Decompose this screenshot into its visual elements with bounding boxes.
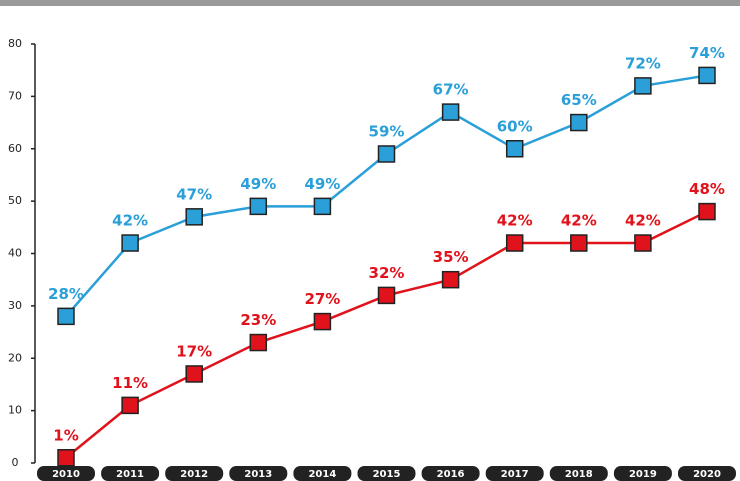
x-tick-label: 2019 — [629, 469, 657, 480]
value-label: 59% — [369, 122, 405, 140]
value-label: 42% — [561, 212, 597, 230]
category-pill — [229, 466, 288, 481]
y-tick-label: 20 — [8, 351, 22, 364]
value-label: 17% — [176, 342, 212, 360]
value-label: 74% — [689, 44, 725, 62]
x-tick-label: 2017 — [501, 469, 529, 480]
y-tick-label: 70 — [8, 89, 22, 102]
marker — [185, 365, 203, 383]
y-tick-label: 30 — [8, 299, 22, 312]
value-label: 47% — [176, 185, 212, 203]
value-label: 65% — [561, 91, 597, 109]
marker — [377, 286, 396, 305]
marker — [121, 234, 139, 252]
category-pill — [37, 466, 95, 481]
x-tick-label: 2013 — [244, 469, 272, 480]
series-line — [65, 210, 708, 459]
category-pill — [549, 466, 608, 481]
marker — [570, 234, 588, 252]
marker — [634, 234, 652, 252]
value-label: 23% — [240, 311, 276, 329]
marker — [441, 270, 460, 289]
marker — [121, 396, 139, 415]
category-pill — [678, 466, 736, 481]
category-pill — [421, 466, 480, 481]
y-tick-label: 40 — [8, 247, 22, 260]
marker — [441, 103, 460, 121]
value-label: 49% — [240, 175, 276, 193]
marker — [57, 307, 75, 326]
category-pill — [357, 466, 416, 481]
x-tick-label: 2012 — [180, 469, 208, 480]
y-tick-label: 10 — [8, 404, 22, 417]
marker — [634, 77, 652, 95]
marker — [377, 145, 396, 163]
category-pill — [613, 466, 672, 481]
category-pill — [293, 466, 352, 481]
y-tick-label: 50 — [8, 194, 22, 207]
value-label: 35% — [433, 248, 469, 266]
value-label: 28% — [48, 285, 84, 303]
x-tick-label: 2010 — [52, 469, 80, 480]
x-tick-label: 2015 — [373, 469, 401, 480]
category-pill — [165, 466, 224, 481]
marker — [249, 197, 268, 216]
value-label: 27% — [304, 290, 340, 308]
y-tick-label: 0 — [12, 456, 19, 469]
marker — [57, 449, 75, 467]
x-tick-label: 2011 — [116, 469, 144, 480]
value-label: 72% — [625, 54, 661, 72]
value-label: 42% — [497, 212, 533, 230]
marker — [570, 113, 588, 132]
marker — [505, 140, 524, 158]
y-tick-label: 80 — [8, 37, 22, 50]
marker — [313, 312, 332, 331]
value-label: 60% — [497, 117, 533, 135]
value-label: 42% — [625, 212, 661, 230]
x-tick-label: 2016 — [437, 469, 465, 480]
value-label: 32% — [369, 264, 405, 282]
value-label: 48% — [689, 180, 725, 198]
x-tick-label: 2018 — [565, 469, 593, 480]
marker — [698, 202, 716, 221]
value-label: 42% — [112, 212, 148, 230]
marker — [505, 234, 524, 252]
marker — [185, 208, 203, 226]
x-tick-label: 2014 — [308, 469, 336, 480]
marker — [698, 66, 716, 85]
value-label: 11% — [112, 374, 148, 392]
value-label: 1% — [53, 426, 78, 444]
x-tick-label: 2020 — [693, 469, 721, 480]
top-bar — [0, 0, 740, 6]
value-label: 67% — [433, 81, 469, 99]
category-pill — [101, 466, 160, 481]
category-pill — [485, 466, 544, 481]
value-label: 49% — [304, 175, 340, 193]
marker — [313, 197, 332, 216]
marker — [249, 333, 268, 352]
y-tick-label: 60 — [8, 142, 22, 155]
